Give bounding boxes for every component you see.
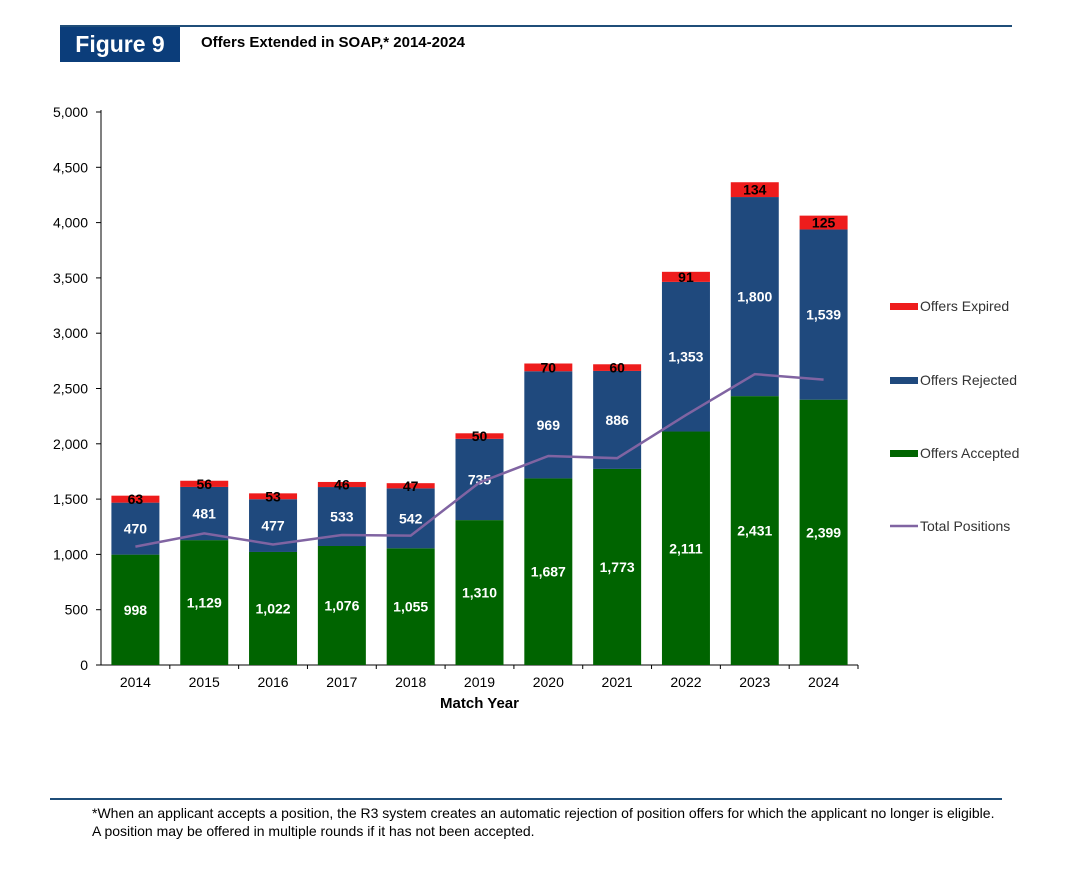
legend-swatch (890, 450, 918, 457)
data-label: 1,022 (256, 600, 291, 616)
legend-swatch (890, 377, 918, 384)
bar-offers-rejected (593, 370, 642, 469)
x-tick-label: 2014 (120, 674, 151, 690)
footnote-rule (50, 798, 1002, 800)
bar-offers-rejected (730, 197, 779, 397)
y-tick-label: 3,500 (53, 270, 88, 286)
bar-offers-expired (799, 215, 848, 230)
data-label: 735 (468, 471, 492, 487)
y-tick-label: 5,000 (53, 104, 88, 120)
data-label: 2,111 (669, 540, 703, 556)
bar-offers-accepted (661, 431, 710, 665)
x-tick-label: 2022 (670, 674, 701, 690)
data-label: 470 (124, 521, 148, 537)
y-tick-label: 1,500 (53, 491, 88, 507)
bar-offers-expired (593, 364, 642, 371)
data-label: 1,800 (737, 289, 772, 305)
legend-label: Offers Expired (920, 298, 1009, 314)
footnote: *When an applicant accepts a position, t… (92, 805, 995, 839)
bar-offers-rejected (455, 438, 504, 521)
bar-offers-expired (249, 493, 298, 500)
data-label: 2,399 (806, 524, 841, 540)
data-label: 886 (605, 412, 629, 428)
data-label: 50 (472, 428, 488, 444)
data-label: 63 (128, 491, 144, 507)
y-tick-label: 4,500 (53, 159, 88, 175)
data-label: 70 (541, 359, 557, 375)
data-label: 60 (609, 360, 625, 376)
x-tick-label: 2017 (326, 674, 357, 690)
x-tick-label: 2015 (189, 674, 220, 690)
header-rule (60, 25, 1012, 27)
data-label: 47 (403, 478, 419, 494)
data-label: 1,055 (393, 599, 428, 615)
bar-offers-rejected (386, 488, 435, 549)
bar-offers-accepted (593, 468, 642, 665)
bar-offers-rejected (524, 371, 573, 479)
data-label: 1,539 (806, 307, 841, 323)
bar-offers-expired (524, 363, 573, 372)
bar-offers-expired (180, 480, 229, 487)
data-label: 533 (330, 509, 354, 525)
bar-offers-expired (317, 481, 366, 488)
bar-offers-expired (661, 271, 710, 282)
data-label: 134 (743, 182, 767, 198)
data-label: 1,687 (531, 564, 566, 580)
x-tick-label: 2018 (395, 674, 426, 690)
bar-offers-accepted (524, 478, 573, 665)
data-label: 1,076 (324, 597, 359, 613)
bar-offers-accepted (799, 399, 848, 665)
y-tick-label: 500 (65, 602, 89, 618)
bar-offers-accepted (730, 396, 779, 665)
data-label: 56 (196, 476, 212, 492)
legend-label: Offers Accepted (920, 445, 1019, 461)
data-label: 542 (399, 510, 423, 526)
bar-offers-accepted (386, 548, 435, 665)
legend-label: Total Positions (920, 518, 1010, 534)
x-tick-label: 2023 (739, 674, 770, 690)
bar-offers-accepted (180, 540, 229, 665)
figure-label: Figure 9 (60, 27, 180, 62)
data-label: 46 (334, 477, 350, 493)
data-label: 1,773 (600, 559, 635, 575)
bar-offers-expired (111, 495, 160, 503)
legend-swatch (890, 303, 918, 310)
figure-title: Offers Extended in SOAP,* 2014-2024 (201, 34, 466, 51)
data-label: 2,431 (737, 523, 772, 539)
data-label: 481 (193, 506, 217, 522)
bar-offers-accepted (111, 554, 160, 665)
x-tick-label: 2016 (257, 674, 288, 690)
y-tick-label: 2,000 (53, 436, 88, 452)
y-tick-label: 2,500 (53, 381, 88, 397)
x-tick-label: 2024 (808, 674, 839, 690)
legend-label: Offers Rejected (920, 372, 1017, 388)
total-positions-line (135, 372, 824, 548)
data-label: 125 (812, 215, 836, 231)
data-label: 1,310 (462, 585, 497, 601)
bar-offers-expired (386, 483, 435, 489)
x-tick-label: 2020 (533, 674, 564, 690)
bar-offers-rejected (799, 229, 848, 400)
x-tick-label: 2019 (464, 674, 495, 690)
data-label: 998 (124, 602, 148, 618)
x-tick-label: 2021 (602, 674, 633, 690)
data-label: 1,129 (187, 595, 222, 611)
bar-offers-accepted (455, 520, 504, 665)
data-label: 477 (261, 518, 285, 534)
bar-offers-accepted (317, 545, 366, 665)
y-tick-label: 3,000 (53, 325, 88, 341)
data-label: 91 (678, 269, 694, 285)
bar-offers-expired (730, 182, 779, 198)
data-label: 969 (537, 417, 561, 433)
y-tick-label: 1,000 (53, 546, 88, 562)
bar-offers-expired (455, 433, 504, 439)
y-tick-label: 4,000 (53, 215, 88, 231)
bar-offers-rejected (180, 486, 229, 541)
bar-offers-accepted (249, 551, 298, 665)
data-label: 1,353 (668, 349, 703, 365)
y-tick-label: 0 (80, 657, 88, 673)
x-axis-title: Match Year (440, 695, 519, 712)
data-label: 53 (265, 488, 281, 504)
